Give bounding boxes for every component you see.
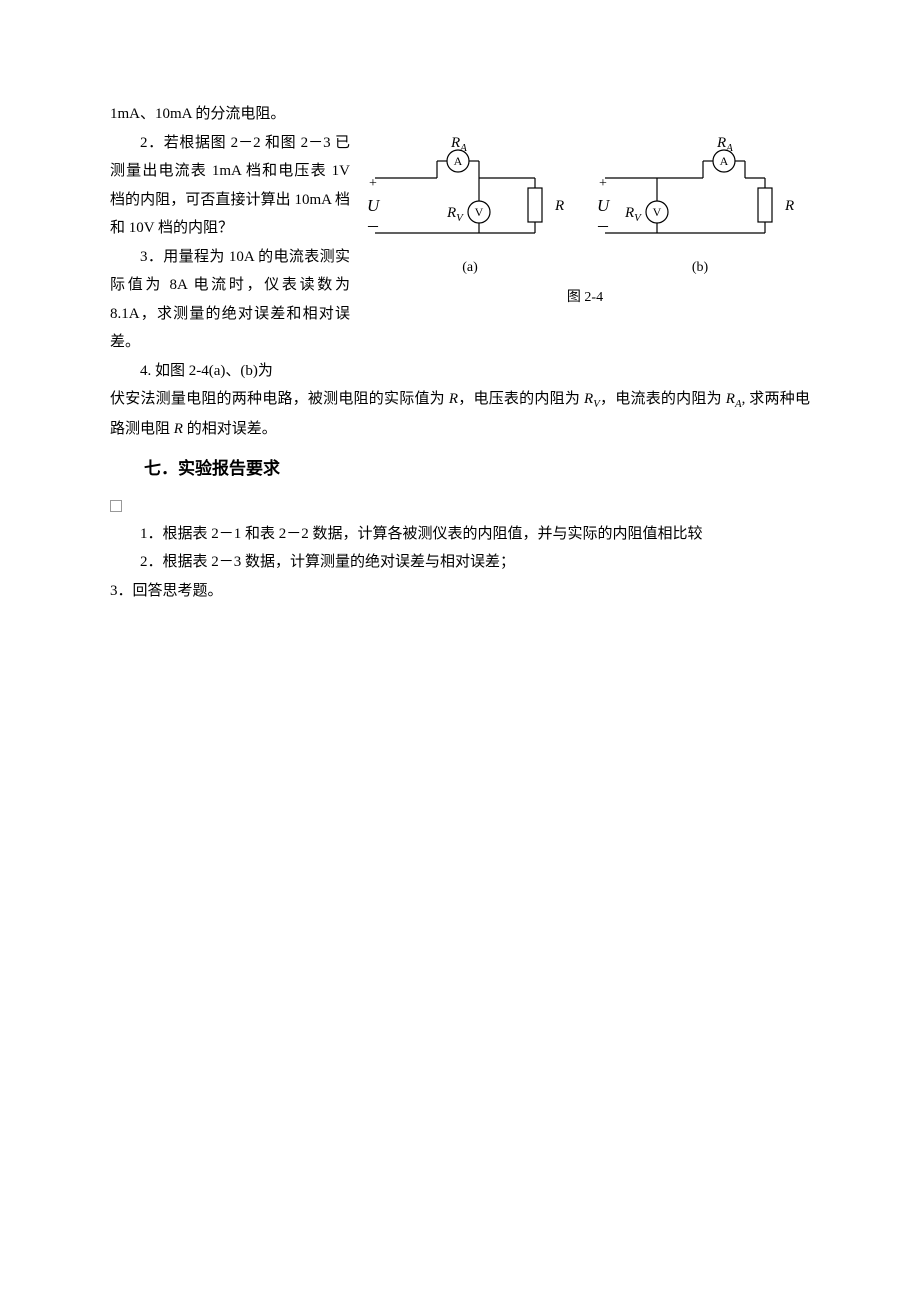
- p4-mid1: ，电压表的内阻为: [458, 391, 584, 407]
- section-7-title: 七．实验报告要求: [110, 453, 810, 485]
- paragraph-4a: 4. 如图 2-4(a)、(b)为: [110, 357, 810, 386]
- box-marker: [110, 491, 810, 520]
- p4-mid2: ，电流表的内阻为: [600, 391, 726, 407]
- voltmeter-a-label: V: [475, 205, 484, 219]
- u-b: U: [597, 196, 611, 215]
- circuit-a-label: (a): [360, 255, 580, 282]
- figure-caption: 图 2-4: [360, 285, 810, 312]
- plus-b: +: [599, 176, 607, 191]
- p4-tail: 的相对误差。: [187, 421, 277, 437]
- p4-R: R: [449, 391, 458, 407]
- minus-a: －: [366, 221, 380, 236]
- wrap-block: A V R A RV R + U － (a): [110, 129, 810, 357]
- p4-RA: RA: [726, 391, 742, 407]
- p4-R2: R: [174, 421, 187, 437]
- minus-b: －: [596, 221, 610, 236]
- rv-a-label: RV: [446, 205, 464, 224]
- plus-a: +: [369, 176, 377, 191]
- voltmeter-b-label: V: [653, 205, 662, 219]
- req-3: 3．回答思考题。: [110, 577, 810, 606]
- ammeter-b-label: A: [720, 154, 729, 168]
- circuit-a-cell: A V RA RV R + U － (a): [360, 133, 580, 282]
- figure-2-4: A V R A RV R + U － (a): [360, 133, 810, 312]
- circuit-b-svg: A V RA RV R + U －: [595, 133, 805, 253]
- circuit-b-cell: A V RA RV R + U － (b): [590, 133, 810, 282]
- box-icon: [110, 500, 122, 512]
- req-1: 1．根据表 2－1 和表 2－2 数据，计算各被测仪表的内阻值，并与实际的内阻值…: [110, 520, 810, 549]
- circuit-a-svg: A V RA RV R + U －: [365, 133, 575, 253]
- p4-RV: RV: [584, 391, 600, 407]
- r-a-label: R: [554, 198, 564, 214]
- paragraph-4b: 伏安法测量电阻的两种电路，被测电阻的实际值为 R，电压表的内阻为 RV，电流表的…: [110, 385, 810, 443]
- paragraph-1: 1mA、10mA 的分流电阻。: [110, 100, 810, 129]
- req-2: 2．根据表 2－3 数据，计算测量的绝对误差与相对误差；: [110, 548, 810, 577]
- r-b-label: R: [784, 198, 794, 214]
- u-a: U: [367, 196, 381, 215]
- circuit-row: A V R A RV R + U － (a): [360, 133, 810, 282]
- ammeter-a-label: A: [454, 154, 463, 168]
- circuit-b-label: (b): [590, 255, 810, 282]
- rv-b-label: RV: [624, 205, 642, 224]
- p4-pre: 伏安法测量电阻的两种电路，被测电阻的实际值为: [110, 391, 449, 407]
